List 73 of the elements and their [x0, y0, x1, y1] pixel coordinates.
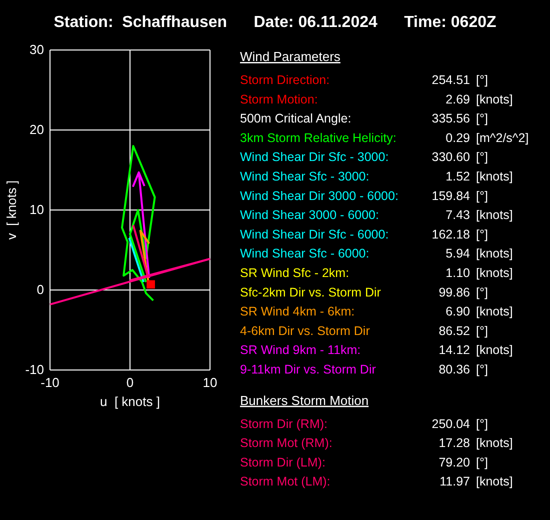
- text: Storm Mot (LM):: [240, 474, 330, 489]
- text: 250.04: [432, 416, 470, 431]
- text: SR Wind Sfc - 2km:: [240, 266, 350, 280]
- x-tick-label: 10: [202, 375, 218, 390]
- text: 159.84: [432, 188, 470, 203]
- text: 99.86: [438, 285, 470, 300]
- text: [°]: [476, 150, 488, 164]
- text: 17.28: [438, 436, 470, 450]
- text: [knots]: [476, 266, 513, 280]
- text: [knots]: [476, 304, 513, 319]
- text: Station: Schaffhausen Date: 06.11.2024 Time: 0620Z: [54, 14, 496, 31]
- text: [°]: [476, 324, 488, 338]
- text: [knots]: [476, 246, 513, 261]
- text: Storm Dir (LM):: [240, 455, 326, 470]
- text: [m^2/s^2]: [476, 130, 529, 145]
- text: Wind Shear Dir Sfc - 3000:: [240, 150, 389, 164]
- text: Storm Motion:: [240, 92, 318, 106]
- text: [knots]: [476, 343, 513, 358]
- text: 335.56: [432, 112, 470, 126]
- text: SR Wind 4km - 6km:: [240, 304, 355, 319]
- text: Wind Shear Sfc - 3000:: [240, 170, 370, 184]
- text: [°]: [476, 285, 488, 300]
- text: 330.60: [432, 150, 470, 164]
- text: Storm Mot (RM):: [240, 436, 332, 450]
- y-axis-title: v [ knots ]: [4, 180, 19, 240]
- text: [knots]: [476, 92, 513, 106]
- text: SR Wind 9km - 11km:: [240, 343, 361, 358]
- text: [knots]: [476, 436, 513, 450]
- text: 14.12: [438, 343, 470, 358]
- text: 7.43: [446, 208, 470, 222]
- text: 5.94: [446, 246, 470, 261]
- text: 6.90: [446, 304, 470, 319]
- y-tick-label: 0: [36, 282, 44, 298]
- y-tick-label: 20: [30, 122, 44, 138]
- text: Wind Parameters: [240, 49, 341, 64]
- text: Storm Direction:: [240, 73, 330, 87]
- y-tick-label: 10: [30, 202, 44, 218]
- text: Wind Shear Sfc - 6000:: [240, 246, 370, 261]
- text: [°]: [476, 416, 488, 431]
- text: 86.52: [438, 324, 470, 338]
- text: [°]: [476, 188, 488, 203]
- text: [°]: [476, 227, 488, 242]
- text: 0.29: [446, 130, 470, 145]
- text: 500m Critical Angle:: [240, 112, 352, 126]
- text: [knots]: [476, 474, 513, 489]
- text: [knots]: [476, 170, 513, 184]
- text: 162.18: [432, 227, 470, 242]
- x-tick-label: -10: [40, 375, 60, 390]
- text: 9-11km Dir vs. Storm Dir: [240, 362, 376, 376]
- text: 1.52: [446, 170, 470, 184]
- text: [°]: [476, 112, 488, 126]
- text: [°]: [476, 362, 488, 376]
- text: [°]: [476, 73, 488, 87]
- text: Sfc-2km Dir vs. Storm Dir: [240, 285, 381, 300]
- text: 11.97: [440, 474, 470, 489]
- y-tick-label: -10: [25, 362, 44, 378]
- text: Storm Dir (RM):: [240, 416, 328, 431]
- text: 4-6km Dir vs. Storm Dir: [240, 324, 370, 338]
- y-tick-label: 30: [30, 42, 44, 58]
- text: 3km Storm Relative Helicity:: [240, 130, 396, 145]
- x-axis-title: u [ knots ]: [100, 394, 160, 409]
- text: Wind Shear Dir 3000 - 6000:: [240, 188, 398, 203]
- text: 2.69: [446, 92, 470, 106]
- text: 80.36: [438, 362, 470, 376]
- text: 1.10: [446, 266, 470, 280]
- text: Bunkers Storm Motion: [240, 392, 369, 408]
- text: Wind Shear Dir Sfc - 6000:: [240, 227, 389, 242]
- text: Wind Shear 3000 - 6000:: [240, 208, 379, 222]
- text: [knots]: [476, 208, 513, 222]
- text: 254.51: [432, 73, 470, 87]
- text: [°]: [476, 455, 488, 470]
- x-tick-label: 0: [126, 375, 134, 390]
- text: 79.20: [438, 455, 470, 470]
